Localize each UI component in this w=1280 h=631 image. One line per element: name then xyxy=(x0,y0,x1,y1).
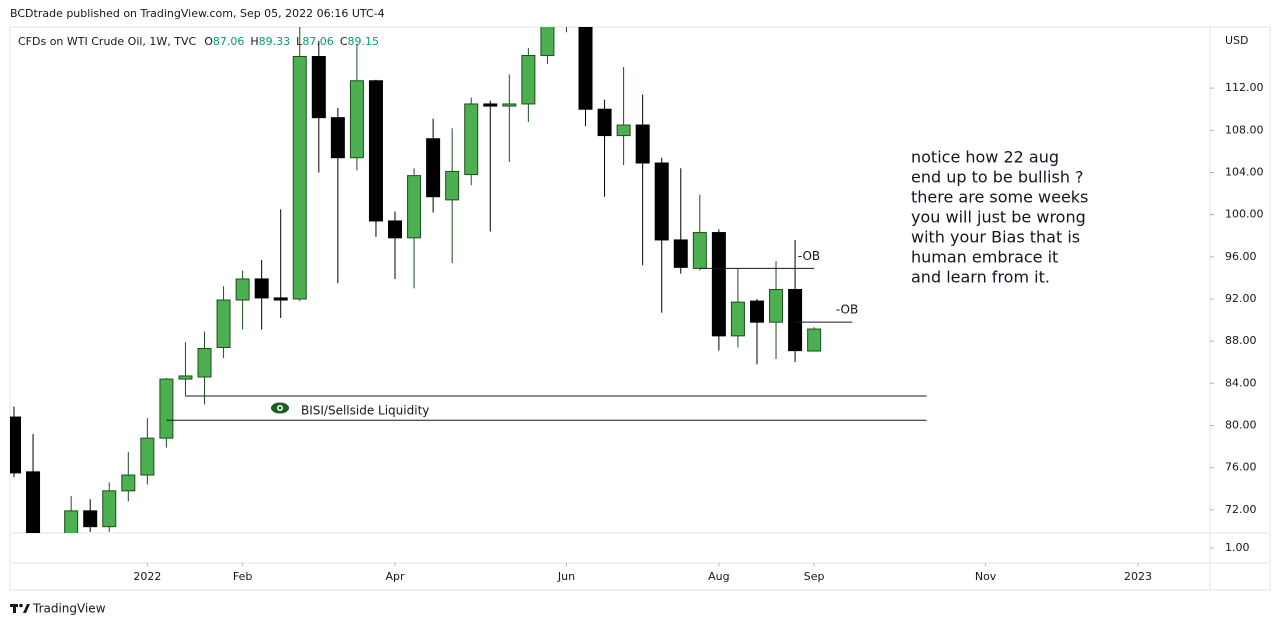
brand: TradingView xyxy=(32,602,106,616)
y-tick-label: 76.00 xyxy=(1225,461,1257,474)
candle-body xyxy=(349,80,364,159)
x-tick-label: Aug xyxy=(708,570,729,583)
candle-body xyxy=(254,278,269,299)
y-tick-label: 92.00 xyxy=(1225,292,1257,305)
x-tick-label: 2023 xyxy=(1124,570,1152,583)
ohlc-letter: H xyxy=(250,35,258,48)
y-tick-label: 72.00 xyxy=(1225,503,1257,516)
level-label: BISI/Sellside Liquidity xyxy=(301,403,429,417)
candle-body xyxy=(730,301,745,337)
y-tick-label: 84.00 xyxy=(1225,376,1257,389)
candle-body xyxy=(368,80,383,222)
annotation: human embrace it xyxy=(911,248,1058,267)
candle-body xyxy=(578,27,593,110)
candle-body xyxy=(121,474,136,492)
candle-body xyxy=(426,138,441,198)
logo xyxy=(23,604,30,613)
symbol: CFDs on WTI Crude Oil, 1W, TVC xyxy=(18,35,197,48)
eye-icon xyxy=(278,406,282,410)
y-tick-label: 88.00 xyxy=(1225,334,1257,347)
ohlc-letter: O xyxy=(204,35,213,48)
candle-body xyxy=(159,378,174,439)
candle-body xyxy=(464,103,479,176)
y-tick-label: 96.00 xyxy=(1225,250,1257,263)
x-tick-label: Sep xyxy=(804,570,825,583)
candle-body xyxy=(560,0,573,14)
candle-body xyxy=(635,124,650,164)
candle-body xyxy=(407,175,422,239)
candle-body xyxy=(711,232,726,337)
legend: CFDs on WTI Crude Oil, 1W, TVC O87.06 H89.… xyxy=(18,35,379,48)
candle-body xyxy=(692,232,707,269)
candle-body xyxy=(10,416,22,474)
candle-body xyxy=(235,278,250,301)
candle-body xyxy=(483,103,498,107)
candle-body xyxy=(388,220,403,239)
y-tick-label: 104.00 xyxy=(1225,165,1264,178)
candle-body xyxy=(64,510,79,533)
ohlc-value: 87.06 xyxy=(302,35,334,48)
candle-body xyxy=(654,162,669,241)
candle-body xyxy=(445,170,460,201)
candle-body xyxy=(140,437,155,476)
candle-body xyxy=(521,54,536,105)
candle-body xyxy=(540,27,555,56)
candle-body xyxy=(311,56,326,119)
y-tick-label: 108.00 xyxy=(1225,123,1264,136)
candle-body xyxy=(216,299,231,348)
currency: USD xyxy=(1225,34,1249,47)
candle-body xyxy=(102,490,117,528)
x-tick-label: Apr xyxy=(385,570,405,583)
ohlc-value: 89.15 xyxy=(348,35,380,48)
symbol-line: CFDs on WTI Crude Oil, 1W, TVC O87.06 H89.… xyxy=(18,35,379,48)
candle-body xyxy=(597,108,612,137)
annotation: end up to be bullish ? xyxy=(911,168,1084,187)
frame xyxy=(9,26,1271,591)
annotation: there are some weeks xyxy=(911,188,1088,207)
candle-body xyxy=(788,288,803,352)
candle-body xyxy=(26,471,41,533)
ohlc-value: 89.33 xyxy=(259,35,291,48)
candle-body xyxy=(807,328,822,352)
candle-body xyxy=(273,297,288,301)
annotation: with your Bias that is xyxy=(911,228,1080,247)
level-label: -OB xyxy=(836,303,858,317)
y-tick-label: 80.00 xyxy=(1225,418,1257,431)
annotation: and learn from it. xyxy=(911,268,1050,287)
y2-tick-label: 1.00 xyxy=(1225,541,1250,554)
candle-body xyxy=(673,239,688,268)
annotation: notice how 22 aug xyxy=(911,148,1059,167)
x-tick-label: Feb xyxy=(233,570,252,583)
footer: TradingView xyxy=(10,602,106,616)
candle-body xyxy=(178,375,193,380)
candle-body xyxy=(83,510,98,528)
candle-body xyxy=(616,124,631,137)
ohlc-value: 87.06 xyxy=(213,35,245,48)
logo xyxy=(13,604,16,613)
logo xyxy=(19,603,23,608)
candles xyxy=(10,0,822,533)
x-tick-label: Nov xyxy=(975,570,997,583)
candle-body xyxy=(502,103,517,107)
candle-body xyxy=(292,56,307,300)
header: BCDtrade published on TradingView.com, S… xyxy=(10,7,385,20)
y-tick-label: 100.00 xyxy=(1225,208,1264,221)
x-tick-label: Jun xyxy=(557,570,575,583)
candle-body xyxy=(749,300,764,323)
level-label: -OB xyxy=(798,249,820,263)
annotation: you will just be wrong xyxy=(911,208,1086,227)
candle-body xyxy=(769,288,784,323)
ohlc-letter: C xyxy=(340,35,348,48)
x-tick-label: 2022 xyxy=(133,570,161,583)
candle-body xyxy=(330,117,345,159)
y-tick-label: 112.00 xyxy=(1225,81,1264,94)
candle-body xyxy=(197,348,212,378)
